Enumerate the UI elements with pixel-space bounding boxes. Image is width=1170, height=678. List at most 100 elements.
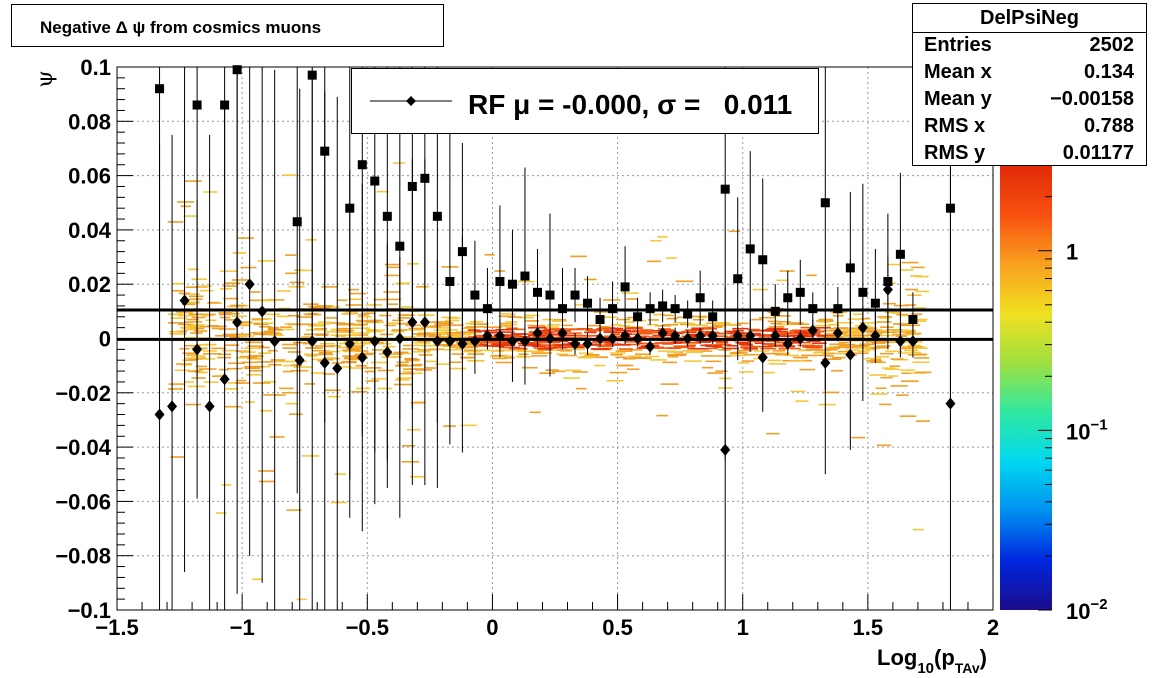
square-marker [721,185,730,194]
heatmap-cell [579,353,593,355]
heatmap-cell [247,357,257,359]
heatmap-cell [250,291,261,293]
heatmap-cell [531,355,547,357]
stats-row-entries: Entries 2502 [913,34,1146,61]
heatmap-cell [569,329,582,331]
square-marker [571,291,580,300]
square-marker [796,288,805,297]
square-marker [608,304,617,313]
heatmap-cell [888,264,900,266]
stats-value: 0.788 [1084,115,1134,138]
heatmap-cell [217,357,231,359]
heatmap-cell [509,336,520,338]
heatmap-cell [493,345,504,347]
heatmap-cell [245,342,261,344]
heatmap-cell [846,349,859,351]
heatmap-cell [876,387,887,389]
square-marker [558,304,567,313]
heatmap-cell [610,372,628,374]
heatmap-cell [352,327,370,329]
heatmap-cell [282,347,295,349]
heatmap-cell [305,353,316,355]
heatmap-cell [230,305,246,307]
stats-row-mean-x: Mean x 0.134 [913,61,1146,88]
heatmap-cell [345,362,356,364]
heatmap-cell [465,323,479,325]
heatmap-cell [534,352,552,354]
palette-tick-base: 10 [1066,599,1090,624]
heatmap-cell [634,357,652,359]
square-marker [633,312,642,321]
heatmap-cell [345,304,361,306]
diamond-marker [382,346,392,358]
heatmap-cell [770,323,781,325]
heatmap-cell [674,353,687,355]
heatmap-cell [584,279,597,281]
heatmap-cell [540,345,556,347]
heatmap-cell [223,298,238,300]
heatmap-cell [406,359,420,361]
heatmap-cell [316,334,328,336]
heatmap-cell [656,415,668,417]
heatmap-cell [224,406,241,408]
heatmap-cell [530,411,541,413]
heatmap-cell [203,191,217,193]
heatmap-cell [199,344,217,346]
heatmap-cell [904,350,918,352]
heatmap-cell [577,357,592,359]
heatmap-cell [351,391,367,393]
square-marker [445,277,454,286]
square-marker [896,250,905,259]
heatmap-cell [888,375,898,377]
heatmap-cell [212,328,225,330]
heatmap-cell [277,290,291,292]
heatmap-cell [403,336,416,338]
heatmap-cell [277,316,289,318]
heatmap-cell [751,319,763,321]
heatmap-cell [758,336,770,338]
heatmap-cell [181,205,191,207]
square-marker [470,291,479,300]
heatmap-cell [650,240,661,242]
heatmap-cell [815,325,831,327]
y-tick-label: 0 [99,327,111,352]
heatmap-cell [810,347,821,349]
heatmap-cell [615,356,627,358]
x-tick-label: 1.5 [853,615,884,640]
heatmap-cell [870,393,887,395]
heatmap-cell [575,335,592,337]
square-marker [646,304,655,313]
square-marker [293,217,302,226]
heatmap-cell [252,578,263,580]
heatmap-cell [905,304,917,306]
square-marker [520,272,529,281]
stats-label: Entries [924,34,992,57]
heatmap-cell [542,319,553,321]
diamond-marker [332,362,342,374]
heatmap-cell [586,354,599,356]
heatmap-cell [778,321,790,323]
y-tick-label: 0.02 [68,272,111,297]
heatmap-cell [220,288,232,290]
heatmap-cell [168,313,184,315]
palette-tick-exponent: −2 [1090,596,1107,613]
y-tick-label: −0.02 [55,381,111,406]
heatmap-cell [851,437,865,439]
heatmap-cell [224,282,240,284]
heatmap-cell [379,315,391,317]
heatmap-cell [772,346,784,348]
y-tick-label: −0.06 [55,489,111,514]
heatmap-cell [647,261,661,263]
x-tick-label: 1 [737,615,749,640]
heatmap-cell [813,352,829,354]
heatmap-cell [728,355,746,357]
stats-label: RMS x [924,115,985,138]
heatmap-cell [268,329,283,331]
heatmap-cell [671,342,687,344]
heatmap-cell [434,329,449,331]
heatmap-cell [383,291,400,293]
heatmap-cell [185,404,201,406]
heatmap-cell [200,290,214,292]
heatmap-cell [689,324,699,326]
heatmap-cell [801,355,817,357]
